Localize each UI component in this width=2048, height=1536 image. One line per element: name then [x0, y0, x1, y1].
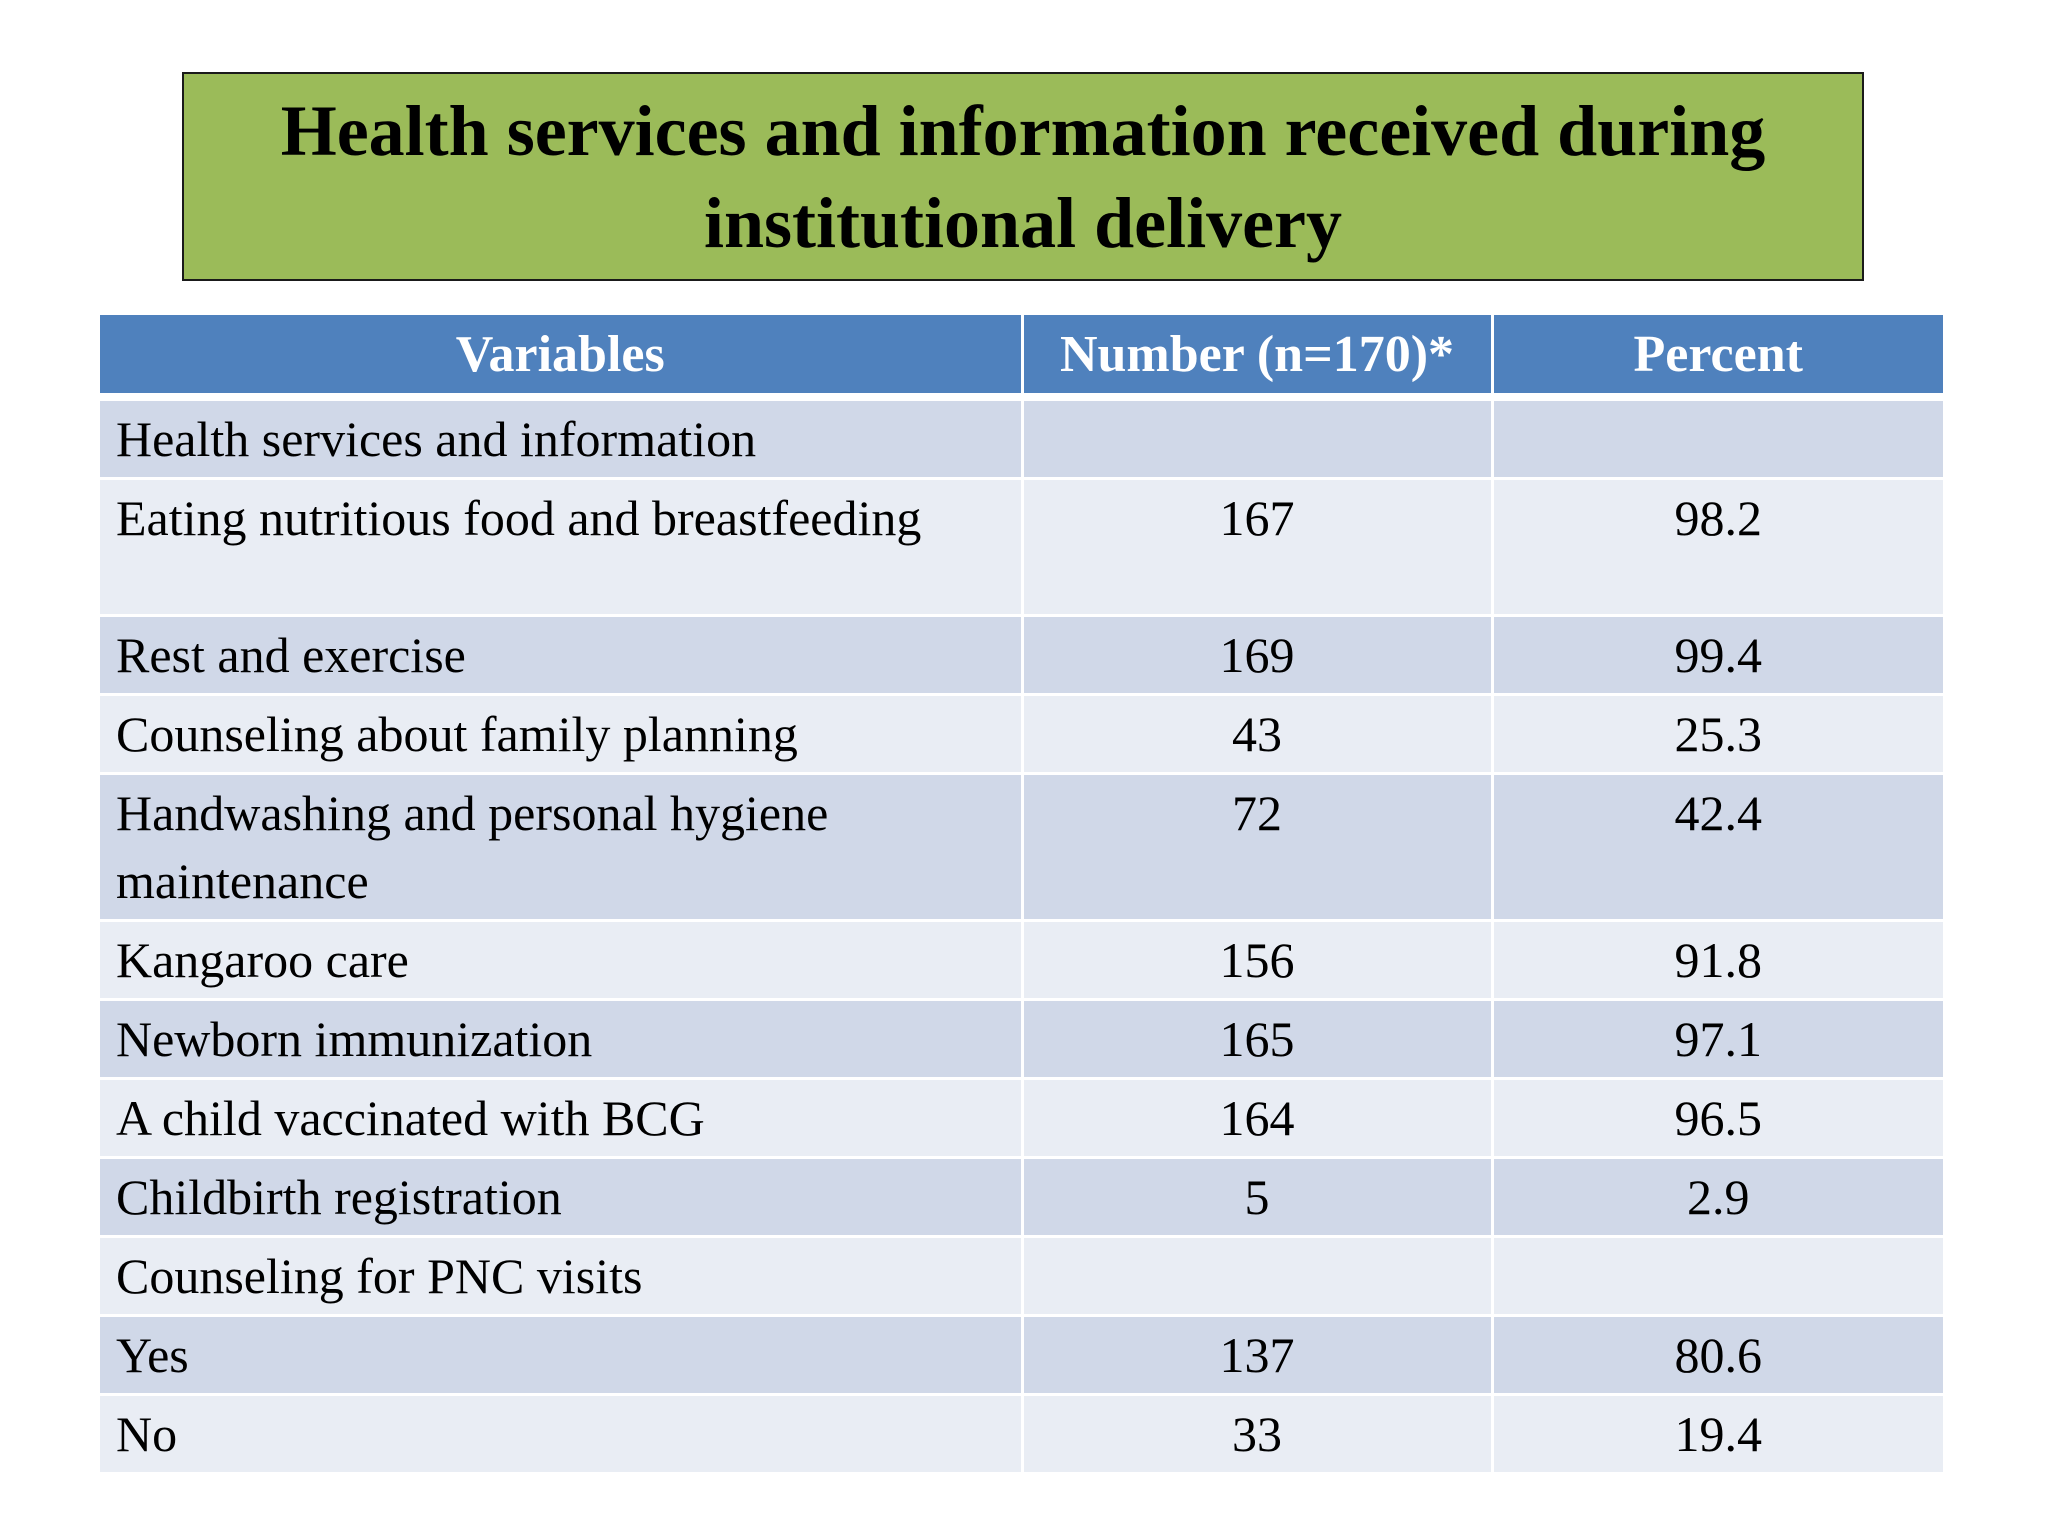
- number-cell: 156: [1022, 921, 1492, 1000]
- variable-cell: Eating nutritious food and breastfeeding: [100, 479, 1022, 616]
- percent-cell: 96.5: [1492, 1079, 1943, 1158]
- variable-cell: A child vaccinated with BCG: [100, 1079, 1022, 1158]
- percent-cell: 99.4: [1492, 616, 1943, 695]
- table-row: Eating nutritious food and breastfeeding…: [100, 479, 1943, 616]
- number-cell: 33: [1022, 1395, 1492, 1474]
- percent-cell: [1492, 1237, 1943, 1316]
- percent-cell: 91.8: [1492, 921, 1943, 1000]
- percent-cell: 42.4: [1492, 774, 1943, 921]
- table-row: No 33 19.4: [100, 1395, 1943, 1474]
- title-box: Health services and information received…: [182, 72, 1864, 281]
- percent-cell: 98.2: [1492, 479, 1943, 616]
- percent-cell: 80.6: [1492, 1316, 1943, 1395]
- variable-cell: Newborn immunization: [100, 1000, 1022, 1079]
- number-cell: 5: [1022, 1158, 1492, 1237]
- percent-cell: 97.1: [1492, 1000, 1943, 1079]
- table-row: Counseling about family planning 43 25.3: [100, 695, 1943, 774]
- number-cell: 137: [1022, 1316, 1492, 1395]
- table-row: Yes 137 80.6: [100, 1316, 1943, 1395]
- table-row: Rest and exercise 169 99.4: [100, 616, 1943, 695]
- variable-cell: Childbirth registration: [100, 1158, 1022, 1237]
- variable-cell: Rest and exercise: [100, 616, 1022, 695]
- variable-cell: No: [100, 1395, 1022, 1474]
- slide-title: Health services and information received…: [184, 85, 1862, 269]
- table-row: A child vaccinated with BCG 164 96.5: [100, 1079, 1943, 1158]
- number-cell: 72: [1022, 774, 1492, 921]
- column-header-percent: Percent: [1492, 315, 1943, 397]
- number-cell: [1022, 1237, 1492, 1316]
- percent-cell: 25.3: [1492, 695, 1943, 774]
- percent-cell: 2.9: [1492, 1158, 1943, 1237]
- number-cell: 165: [1022, 1000, 1492, 1079]
- variable-cell: Handwashing and personal hygiene mainten…: [100, 774, 1022, 921]
- number-cell: 43: [1022, 695, 1492, 774]
- number-cell: [1022, 397, 1492, 479]
- variable-cell: Health services and information: [100, 397, 1022, 479]
- variable-cell: Counseling about family planning: [100, 695, 1022, 774]
- variable-cell: Kangaroo care: [100, 921, 1022, 1000]
- table-header-row: Variables Number (n=170)* Percent: [100, 315, 1943, 397]
- variable-cell: Counseling for PNC visits: [100, 1237, 1022, 1316]
- table-row: Newborn immunization 165 97.1: [100, 1000, 1943, 1079]
- data-table: Variables Number (n=170)* Percent Health…: [100, 315, 1943, 1475]
- table-row: Handwashing and personal hygiene mainten…: [100, 774, 1943, 921]
- number-cell: 167: [1022, 479, 1492, 616]
- table-row: Kangaroo care 156 91.8: [100, 921, 1943, 1000]
- variable-cell: Yes: [100, 1316, 1022, 1395]
- percent-cell: 19.4: [1492, 1395, 1943, 1474]
- percent-cell: [1492, 397, 1943, 479]
- table-section-row: Health services and information: [100, 397, 1943, 479]
- table-section-row: Counseling for PNC visits: [100, 1237, 1943, 1316]
- column-header-variables: Variables: [100, 315, 1022, 397]
- number-cell: 164: [1022, 1079, 1492, 1158]
- number-cell: 169: [1022, 616, 1492, 695]
- table-row: Childbirth registration 5 2.9: [100, 1158, 1943, 1237]
- column-header-number: Number (n=170)*: [1022, 315, 1492, 397]
